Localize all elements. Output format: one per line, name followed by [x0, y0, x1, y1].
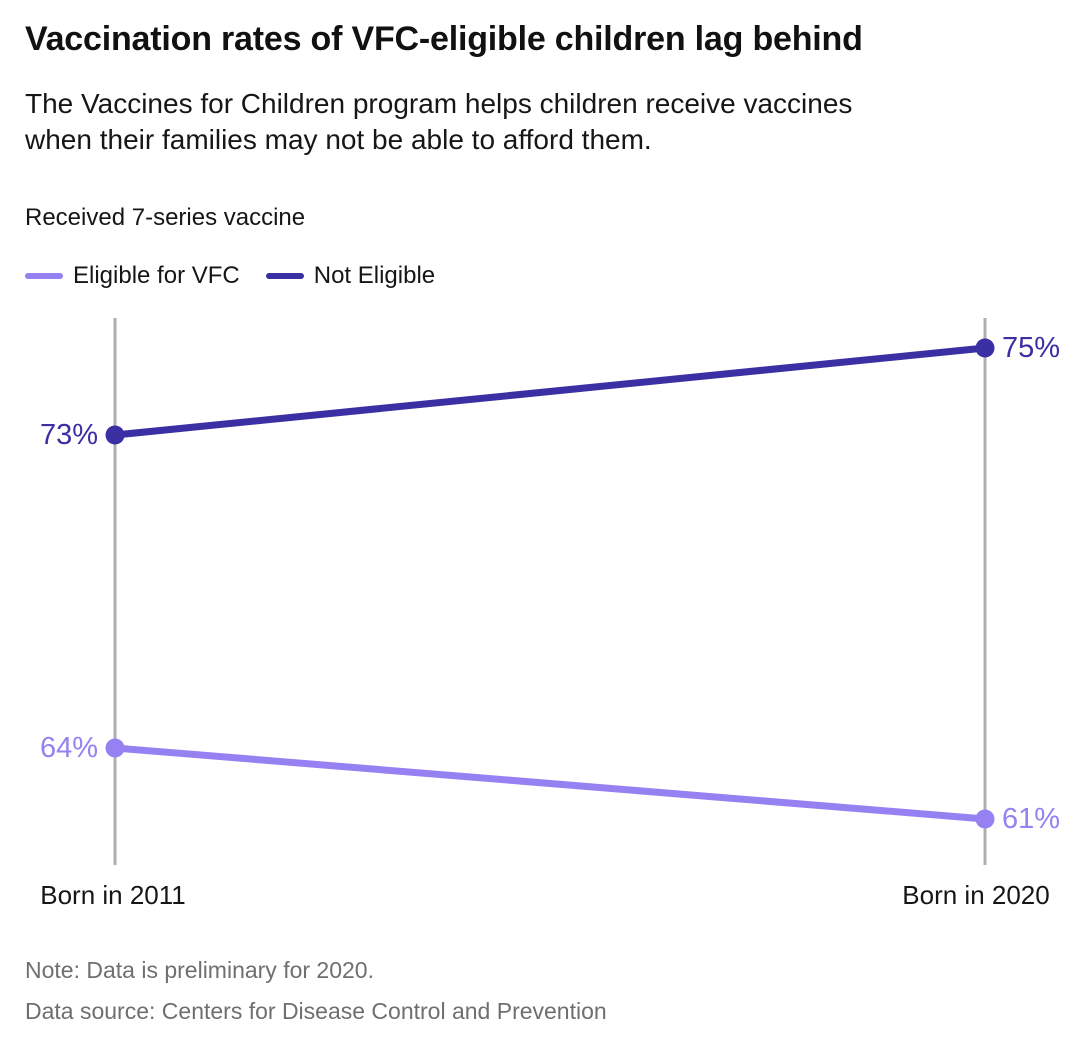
point-label-1-0: 73%: [40, 419, 98, 451]
legend-item-not-eligible: Not Eligible: [265, 262, 436, 290]
series-line-1: [111, 344, 989, 439]
legend-item-eligible: Eligible for VFC: [25, 262, 240, 290]
point-label-1-1: 75%: [1002, 332, 1060, 364]
chart-title: Vaccination rates of VFC-eligible childr…: [25, 20, 863, 58]
data-point-0-1: [975, 809, 995, 829]
data-source: Data source: Centers for Disease Control…: [25, 998, 607, 1024]
legend-swatch-not-eligible: [265, 273, 304, 279]
x-axis-label-2011: Born in 2011: [40, 880, 186, 910]
point-label-0-0: 64%: [40, 732, 98, 764]
chart-subtitle-line-1: The Vaccines for Children program helps …: [25, 88, 853, 119]
data-point-1-0: [105, 425, 125, 445]
data-point-1-1: [975, 338, 995, 358]
point-label-0-1: 61%: [1002, 803, 1060, 835]
legend-label-not-eligible: Not Eligible: [313, 262, 436, 289]
chart-subtitle-line-2: when their families may not be able to a…: [25, 124, 652, 155]
legend: Eligible for VFC Not Eligible: [25, 262, 435, 290]
legend-label-eligible: Eligible for VFC: [73, 262, 240, 289]
legend-swatch-eligible: [25, 273, 63, 279]
series-line-0: [111, 744, 989, 823]
y-axis-title: Received 7-series vaccine: [25, 204, 306, 231]
chart-subtitle: The Vaccines for Children program helps …: [25, 86, 1045, 158]
footnote: Note: Data is preliminary for 2020.: [25, 957, 374, 983]
data-point-0-0: [105, 738, 125, 758]
x-axis-label-2020: Born in 2020: [902, 880, 1050, 910]
